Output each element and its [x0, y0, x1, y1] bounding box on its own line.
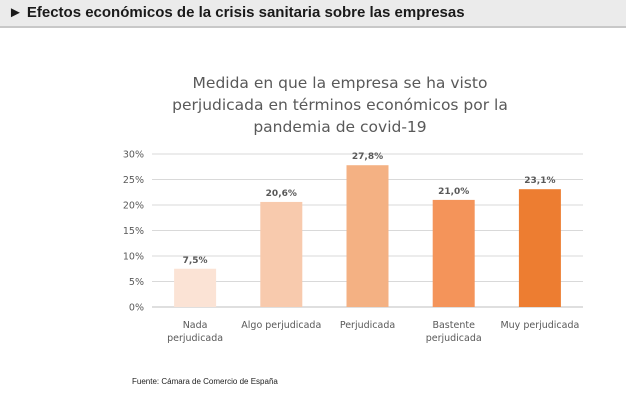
source-note: Fuente: Cámara de Comercio de España	[132, 377, 278, 386]
category-label: Algo perjudicada	[241, 320, 321, 331]
y-tick-label: 15%	[123, 226, 144, 237]
y-tick-label: 20%	[123, 201, 144, 212]
bar	[346, 165, 389, 307]
bar	[174, 268, 217, 307]
category-label: perjudicada	[167, 333, 223, 344]
bar	[260, 201, 303, 307]
data-label: 27,8%	[352, 152, 383, 162]
chart-title: Medida en que la empresa se ha visto per…	[172, 74, 508, 136]
section-header: ► Efectos económicos de la crisis sanitar…	[8, 4, 465, 21]
data-label: 20,6%	[266, 189, 297, 199]
y-tick-label: 30%	[123, 150, 144, 161]
y-tick-label: 0%	[129, 303, 144, 314]
data-label: 7,5%	[183, 256, 208, 266]
header-divider	[0, 26, 626, 28]
category-label: Muy perjudicada	[500, 320, 579, 331]
category-label: Nada	[183, 320, 208, 331]
y-tick-label: 5%	[129, 277, 144, 288]
play-arrow-icon: ►	[8, 4, 23, 21]
y-tick-label: 10%	[123, 252, 144, 263]
category-label: Perjudicada	[340, 320, 395, 331]
section-title: Efectos económicos de la crisis sanitari…	[26, 4, 465, 21]
bar	[432, 199, 475, 307]
category-label: perjudicada	[426, 333, 482, 344]
data-label: 23,1%	[524, 176, 555, 186]
category-label: Bastente	[432, 320, 475, 331]
y-tick-label: 25%	[123, 175, 144, 186]
header-bar	[0, 0, 626, 26]
bar	[518, 189, 561, 307]
data-label: 21,0%	[438, 187, 469, 197]
